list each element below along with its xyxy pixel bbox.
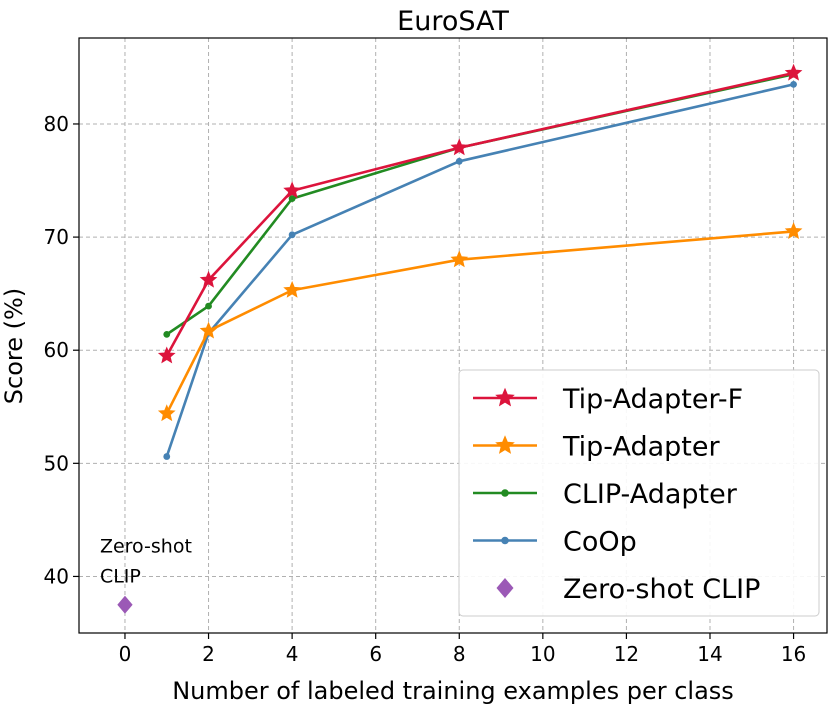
series-layer bbox=[117, 63, 803, 614]
x-tick-label: 8 bbox=[453, 642, 466, 666]
series-clip-adapter bbox=[163, 70, 797, 338]
x-tick-label: 0 bbox=[119, 642, 132, 666]
clip-adapter-point bbox=[163, 330, 171, 338]
y-tick-label: 40 bbox=[44, 564, 69, 588]
x-tick-label: 6 bbox=[369, 642, 382, 666]
x-tick-label: 10 bbox=[530, 642, 555, 666]
legend-label: CoOp bbox=[563, 527, 637, 558]
series-tip-adapter bbox=[157, 222, 803, 422]
legend-entry-clip-adapter: CLIP-Adapter bbox=[473, 479, 738, 510]
clip-adapter-line bbox=[166, 72, 794, 336]
tip-adapter-f-line bbox=[165, 71, 794, 357]
tip-adapter-point bbox=[199, 321, 218, 339]
x-axis-label: Number of labeled training examples per … bbox=[172, 677, 734, 705]
zero-shot-clip-point bbox=[117, 595, 133, 614]
coop-point bbox=[455, 157, 463, 165]
legend-label: Zero-shot CLIP bbox=[563, 574, 760, 605]
tip-adapter-f-point bbox=[450, 138, 469, 156]
tip-adapter-point bbox=[450, 250, 469, 268]
y-tick-label: 50 bbox=[44, 451, 69, 475]
tip-adapter-f-point bbox=[784, 63, 803, 81]
coop-point bbox=[288, 231, 296, 239]
x-tick-label: 2 bbox=[202, 642, 215, 666]
zero-shot-annotation-line: Zero-shot bbox=[100, 536, 192, 558]
series-tip-adapter-f bbox=[157, 63, 803, 364]
plot-frame bbox=[78, 37, 828, 634]
coop-point bbox=[163, 453, 171, 460]
tip-adapter-point bbox=[283, 280, 301, 298]
chart-title: EuroSAT bbox=[397, 6, 509, 37]
legend-label: Tip-Adapter bbox=[562, 432, 720, 463]
tip-adapter-f-point bbox=[199, 270, 218, 288]
legend: Tip-Adapter-F Tip-Adapter CLIP-Adapter CoOp… bbox=[458, 369, 820, 617]
annotation-layer: Zero-shot CLIP bbox=[100, 536, 192, 588]
y-tick-label: 60 bbox=[44, 338, 69, 362]
y-axis-label: Score (%) bbox=[0, 288, 28, 404]
legend-entry-tip-adapter: Tip-Adapter bbox=[473, 432, 720, 463]
legend-swatch-marker bbox=[501, 536, 509, 545]
x-tick-label: 16 bbox=[781, 642, 806, 666]
tip-adapter-f-point bbox=[157, 346, 176, 364]
legend-swatch-marker bbox=[495, 387, 515, 407]
y-tick-label: 70 bbox=[44, 225, 69, 249]
tip-adapter-point bbox=[784, 222, 803, 239]
x-tick-label: 12 bbox=[614, 642, 639, 666]
clip-adapter-point bbox=[205, 302, 212, 310]
legend-box bbox=[458, 369, 820, 617]
legend-label: Tip-Adapter-F bbox=[562, 384, 743, 415]
legend-label: CLIP-Adapter bbox=[563, 479, 738, 510]
coop-point bbox=[790, 80, 797, 88]
legend-entry-tip-adapter-f: Tip-Adapter-F bbox=[473, 384, 743, 415]
legend-swatch-marker bbox=[496, 578, 514, 598]
legend-entry-zero-shot-clip: Zero-shot CLIP bbox=[496, 574, 760, 605]
x-tick-label: 4 bbox=[286, 642, 299, 666]
tip-adapter-f-point bbox=[283, 181, 301, 199]
legend-swatch-marker bbox=[501, 489, 509, 497]
y-tick-label: 80 bbox=[44, 112, 69, 136]
tick-layer: 0 2 4 6 8 10 12 14 16 40 50 60 70 80 bbox=[44, 112, 807, 666]
legend-swatch-marker bbox=[495, 435, 515, 454]
x-tick-label: 14 bbox=[697, 642, 722, 666]
zero-shot-annotation-line: CLIP bbox=[100, 566, 141, 588]
series-zero-shot-clip bbox=[117, 595, 133, 614]
clip-adapter-point bbox=[288, 195, 296, 203]
legend-entry-coop: CoOp bbox=[473, 527, 637, 558]
tip-adapter-point bbox=[157, 404, 176, 422]
